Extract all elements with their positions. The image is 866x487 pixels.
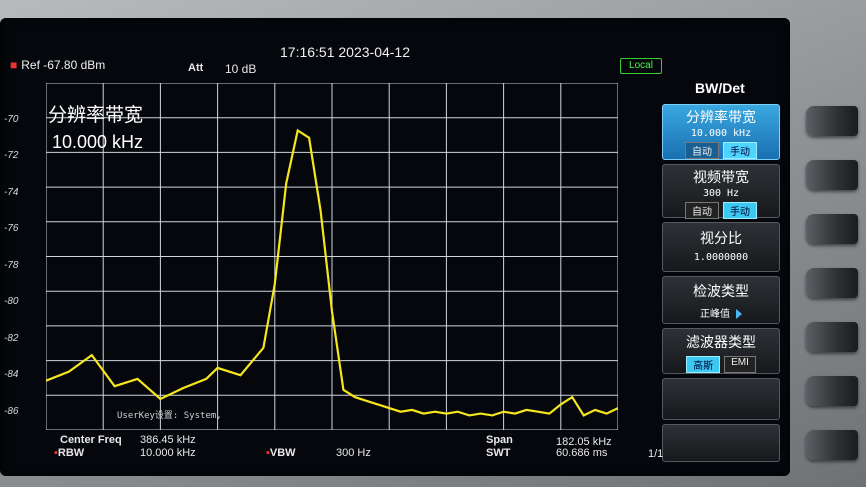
y-tick-label: -80 (4, 296, 19, 308)
option-manual[interactable]: 手动 (723, 202, 757, 219)
softkey-detector-type[interactable]: 检波类型 正峰值 (662, 276, 780, 324)
center-freq-label: Center Freq (60, 434, 122, 446)
center-freq-value: 386.45 kHz (140, 434, 196, 446)
y-tick-label: -76 (4, 223, 19, 235)
swt-value: 60.686 ms (556, 447, 608, 459)
softkey-value: 300 Hz (702, 188, 740, 199)
analyzer-screen: 17:16:51 2023-04-12 ■ Ref -67.80 dBm Att … (0, 18, 790, 476)
vbw-marker-icon: ▪ (266, 447, 270, 459)
spectrum-graph (46, 83, 618, 430)
rbw-value: 10.000 kHz (140, 447, 196, 459)
hardware-key-4[interactable] (806, 268, 858, 298)
attenuation-value: 10 dB (225, 62, 257, 76)
reference-level: ■ Ref -67.80 dBm (10, 58, 105, 72)
parameter-title: 分辨率带宽 (48, 105, 144, 126)
bottom-info-bar: Center Freq 386.45 kHz ▪RBW 10.000 kHz ▪… (46, 430, 616, 474)
softkey-empty-2[interactable] (662, 424, 780, 462)
hardware-key-3[interactable] (806, 214, 858, 244)
vbw-label: ▪VBW (266, 447, 296, 459)
y-tick-label: -72 (4, 150, 19, 162)
attenuation-label: Att (188, 62, 204, 74)
page-indicator: 1/1 (648, 448, 664, 460)
span-value: 182.05 kHz (556, 436, 612, 448)
softkey-title: 分辨率带宽 (686, 109, 756, 125)
softkey-filter-type[interactable]: 滤波器类型 高斯 EMI (662, 328, 780, 374)
softkey-vbw-rbw-ratio[interactable]: 视分比 1.0000000 (662, 222, 780, 272)
local-badge: Local (620, 58, 662, 74)
userkey-status: UserKey设置: System, (117, 411, 222, 421)
option-emi[interactable]: EMI (724, 356, 756, 373)
hardware-key-6[interactable] (806, 376, 858, 406)
softkey-value: 10.000 kHz (690, 128, 752, 139)
y-tick-label: -78 (4, 259, 19, 271)
rbw-label: ▪RBW (54, 447, 84, 459)
softkey-options: 高斯 EMI (663, 356, 779, 373)
softkey-title: 滤波器类型 (686, 334, 756, 350)
graticule (46, 83, 618, 430)
softkey-options: 自动 手动 (663, 202, 779, 219)
hardware-key-7[interactable] (806, 430, 858, 460)
vbw-value: 300 Hz (336, 447, 371, 459)
hardware-softkeys (806, 106, 866, 476)
hardware-key-5[interactable] (806, 322, 858, 352)
spectrum-trace (46, 128, 618, 417)
softkey-value: 1.0000000 (693, 252, 749, 263)
option-auto[interactable]: 自动 (685, 142, 719, 159)
y-tick-label: -70 (4, 113, 19, 125)
span-label: Span (486, 434, 513, 446)
option-gaussian[interactable]: 高斯 (686, 356, 721, 373)
softkey-video-bandwidth[interactable]: 视频带宽 300 Hz 自动 手动 (662, 164, 780, 219)
menu-title: BW/Det (695, 80, 745, 96)
option-manual[interactable]: 手动 (723, 142, 757, 159)
y-tick-label: -86 (4, 405, 19, 417)
rbw-marker-icon: ▪ (54, 447, 58, 459)
softkey-options: 自动 手动 (663, 142, 779, 159)
parameter-value: 10.000 kHz (52, 132, 144, 152)
status-bar: 17:16:51 2023-04-12 ■ Ref -67.80 dBm Att … (0, 18, 662, 78)
reference-level-text: Ref -67.80 dBm (21, 58, 106, 72)
softkey-value-row: 正峰值 (663, 305, 779, 320)
y-tick-label: -84 (4, 369, 19, 381)
softkey-title: 视分比 (700, 230, 742, 246)
swt-label: SWT (486, 447, 511, 459)
softkey-title: 检波类型 (693, 283, 749, 299)
y-tick-label: -82 (4, 332, 19, 344)
vbw-label-text: VBW (269, 447, 296, 459)
hardware-key-2[interactable] (806, 160, 858, 190)
softkey-value: 正峰值 (700, 309, 730, 320)
datetime: 17:16:51 2023-04-12 (280, 44, 410, 60)
hardware-key-1[interactable] (806, 106, 858, 136)
softkey-title: 视频带宽 (693, 169, 749, 185)
softkey-resolution-bandwidth[interactable]: 分辨率带宽 10.000 kHz 自动 手动 (662, 104, 780, 160)
option-auto[interactable]: 自动 (685, 202, 719, 219)
softkey-menu: BW/Det 分辨率带宽 10.000 kHz 自动 手动 视频带宽 300 H… (640, 58, 790, 476)
y-tick-label: -74 (4, 186, 19, 198)
softkey-empty-1[interactable] (662, 378, 780, 420)
rbw-label-text: RBW (57, 447, 85, 459)
submenu-arrow-icon (736, 309, 742, 319)
ref-marker-icon: ■ (10, 58, 18, 72)
